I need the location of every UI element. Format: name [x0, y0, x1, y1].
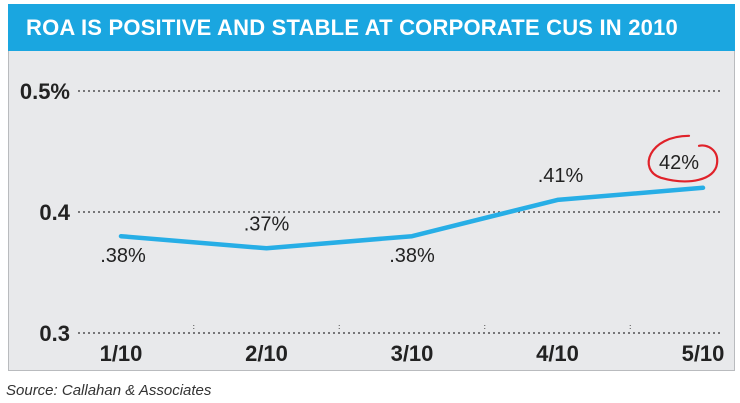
x-tick-label: 5/10: [682, 341, 725, 366]
series-line: [118, 185, 706, 251]
y-tick-label: 0.3: [39, 321, 70, 346]
data-label: .37%: [244, 213, 290, 235]
x-tick-label: 3/10: [391, 341, 434, 366]
data-label: .41%: [538, 165, 584, 187]
y-tick-label: 0.4: [39, 200, 70, 225]
data-label: .38%: [100, 245, 146, 267]
data-label: 42%: [659, 152, 699, 174]
source-note: Source: Callahan & Associates: [6, 382, 212, 399]
chart-title: ROA IS POSITIVE AND STABLE AT CORPORATE …: [26, 14, 678, 40]
highlight-circle: [647, 134, 719, 183]
x-tick-label: 2/10: [245, 341, 288, 366]
data-label: .38%: [389, 245, 435, 267]
y-tick-label: 0.5%: [20, 79, 70, 104]
x-tick-label: 4/10: [536, 341, 579, 366]
x-tick-label: 1/10: [100, 341, 143, 366]
title-bar: ROA IS POSITIVE AND STABLE AT CORPORATE …: [8, 4, 735, 51]
chart-frame: [8, 4, 735, 371]
